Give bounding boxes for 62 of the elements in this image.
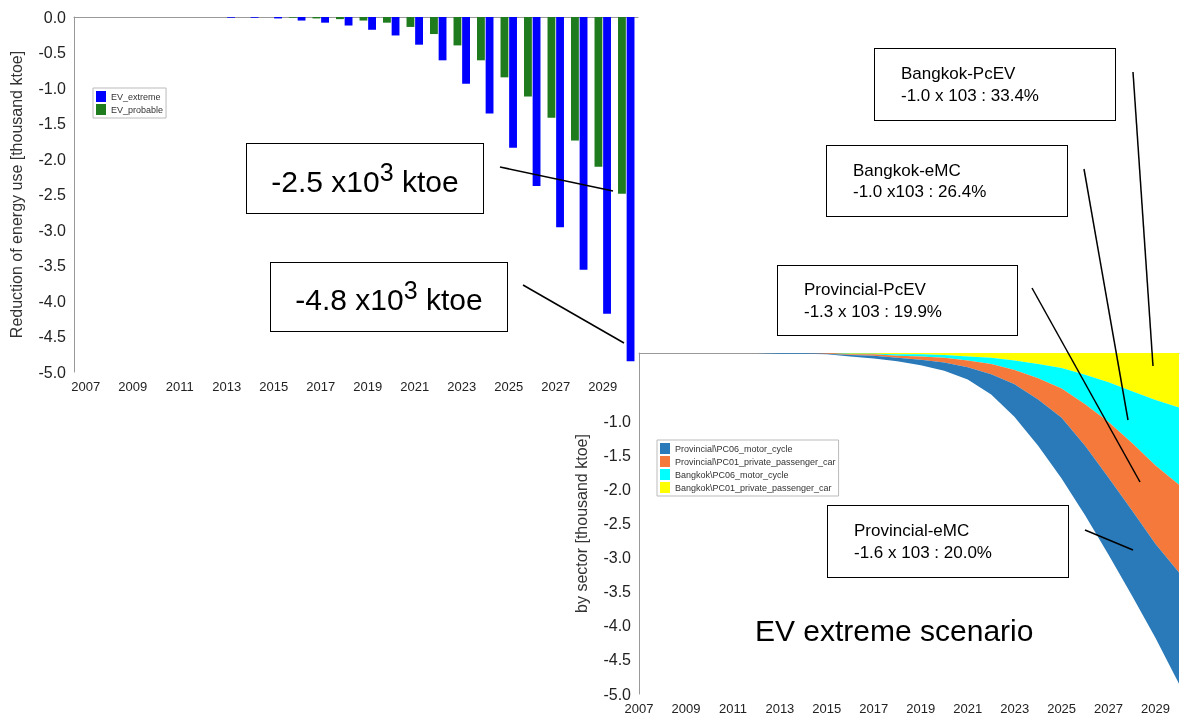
x-tick-label: 2007 xyxy=(71,379,101,394)
x-tick-label: 2027 xyxy=(1094,701,1124,715)
x-tick-label: 2013 xyxy=(212,379,242,394)
y-tick-label: -1.5 xyxy=(603,446,632,464)
legend-label: Bangkok\PC06_motor_cycle xyxy=(675,469,789,480)
callout-box: Bangkok-PcEV -1.0 x 103 : 33.4% xyxy=(874,48,1116,121)
callout-box: Provincial-PcEV -1.3 x 103 : 19.9% xyxy=(777,265,1018,336)
x-tick-label: 2023 xyxy=(447,379,477,394)
x-tick-label: 2017 xyxy=(306,379,336,394)
y-tick-label: -1.5 xyxy=(38,115,67,132)
x-tick-label: 2013 xyxy=(765,701,795,715)
text: EV extreme scenario xyxy=(755,613,1034,647)
x-tick-label: 2015 xyxy=(259,379,289,394)
x-tick-label: 2011 xyxy=(165,379,194,394)
y-tick-label: -3.5 xyxy=(38,257,67,274)
legend-label: Provincial\PC01_private_passenger_car xyxy=(675,456,836,467)
x-tick-label: 2015 xyxy=(812,701,842,715)
y-tick-label: -4.5 xyxy=(38,328,67,345)
callout-box: Provincial-eMC -1.6 x 103 : 20.0% xyxy=(827,505,1069,578)
y-tick-label: -1.0 xyxy=(38,79,67,97)
annotation: Provincial-eMC -1.6 x 103 : 20.0% xyxy=(854,520,993,563)
y-tick-label: -4.0 xyxy=(38,292,67,310)
x-tick-label: 2009 xyxy=(118,379,148,394)
y-axis-title: Reduction of energy use [thousand ktoe] xyxy=(7,50,25,339)
y-tick-label: -0.5 xyxy=(38,44,67,61)
callout-box: Bangkok-eMC -1.0 x103 : 26.4% xyxy=(826,145,1068,217)
x-tick-label: 2025 xyxy=(494,379,524,394)
callout-box: -4.8 x10$^{3}$ ktoe xyxy=(270,262,508,332)
y-tick-label: -2.0 xyxy=(38,150,67,168)
annotation: -2.5 x10$^{3}$ ktoe xyxy=(270,156,460,200)
y-tick-label: -2.0 xyxy=(603,480,632,498)
x-tick-label: 2009 xyxy=(671,701,701,715)
annotation: -4.8 x10$^{3}$ ktoe xyxy=(294,275,484,319)
x-tick-label: 2027 xyxy=(541,379,571,394)
callout-box: -2.5 x10$^{3}$ ktoe xyxy=(246,143,484,214)
y-tick-label: -5.0 xyxy=(603,685,632,703)
x-tick-label: 2029 xyxy=(588,379,618,394)
y-tick-label: -3.0 xyxy=(603,549,632,567)
x-tick-label: 2021 xyxy=(953,701,983,715)
x-tick-label: 2025 xyxy=(1047,701,1077,715)
x-tick-label: 2019 xyxy=(353,379,383,394)
x-tick-label: 2017 xyxy=(859,701,889,715)
y-tick-label: -5.0 xyxy=(38,363,67,381)
legend-label: EV_extreme xyxy=(111,91,161,102)
y-tick-label: -1.0 xyxy=(603,412,632,430)
y-axis-title: by sector [thousand ktoe] xyxy=(572,434,590,613)
legend-label: Bangkok\PC01_private_passenger_car xyxy=(675,482,832,493)
y-tick-label: -2.5 xyxy=(603,515,632,532)
y-tick-label: -4.0 xyxy=(603,617,632,635)
y-tick-label: -3.0 xyxy=(38,221,67,239)
y-tick-label: -3.5 xyxy=(603,583,632,601)
x-tick-label: 2011 xyxy=(718,701,747,715)
x-tick-label: 2023 xyxy=(1000,701,1030,715)
legend-label: Provincial\PC06_motor_cycle xyxy=(675,443,793,454)
y-tick-label: -2.5 xyxy=(38,186,67,203)
x-tick-label: 2029 xyxy=(1141,701,1170,715)
legend-label: EV_probable xyxy=(111,104,164,115)
x-tick-label: 2019 xyxy=(906,701,936,715)
x-tick-label: 2007 xyxy=(624,701,654,715)
x-tick-label: 2021 xyxy=(400,379,430,394)
y-tick-label: -4.5 xyxy=(603,651,632,669)
y-tick-label: 0.0 xyxy=(43,8,67,26)
